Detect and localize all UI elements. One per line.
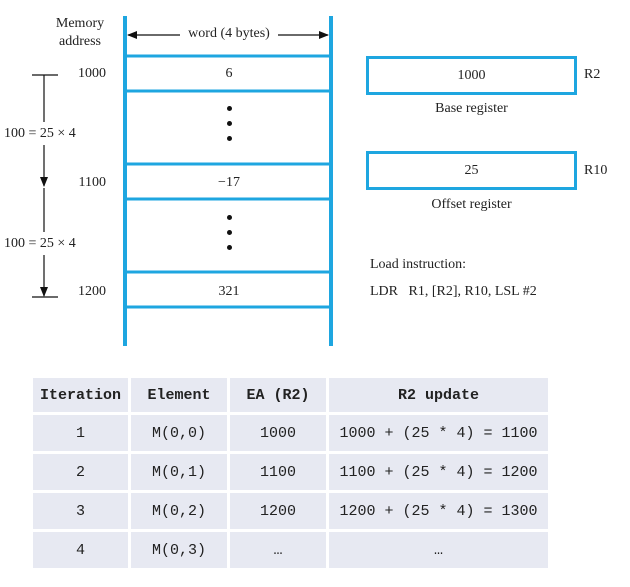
header-element: Element [128, 378, 229, 414]
table-row: 2 M(0,1) 1100 1100 + (25 * 4) = 1200 [33, 451, 548, 492]
cell-r2-update: … [326, 529, 548, 568]
base-register-box: 1000 [366, 56, 577, 95]
table-row: 1 M(0,0) 1000 1000 + (25 * 4) = 1100 [33, 412, 548, 453]
cell-element: M(0,1) [128, 451, 229, 492]
memory-header-line1: Memory [55, 16, 105, 31]
address-1200: 1200 [78, 284, 106, 299]
header-r2-update: R2 update [326, 378, 548, 414]
cell-ea: 1200 [227, 490, 328, 531]
cell-element: M(0,2) [128, 490, 229, 531]
cell-iteration: 1 [33, 412, 130, 453]
memory-diagram [32, 16, 333, 346]
base-register-caption: Base register [435, 101, 508, 116]
memory-cell-value-1200: 321 [218, 284, 240, 299]
offset-register-name: R10 [584, 163, 608, 178]
table-header-row: Iteration Element EA (R2) R2 update [33, 378, 548, 414]
cell-iteration: 2 [33, 451, 130, 492]
table-row: 4 M(0,3) … … [33, 529, 548, 568]
cell-r2-update: 1200 + (25 * 4) = 1300 [326, 490, 548, 531]
spacing-arrow-1 [32, 74, 58, 187]
memory-address-header: Memory address [40, 15, 120, 51]
cell-iteration: 4 [33, 529, 130, 568]
cell-r2-update: 1000 + (25 * 4) = 1100 [326, 412, 548, 453]
header-ea: EA (R2) [227, 378, 328, 414]
address-1100: 1100 [78, 175, 106, 190]
iteration-table: Iteration Element EA (R2) R2 update 1 M(… [33, 378, 548, 568]
memory-cell-value-1100: −17 [218, 175, 240, 190]
table-row: 3 M(0,2) 1200 1200 + (25 * 4) = 1300 [33, 490, 548, 531]
cell-element: M(0,0) [128, 412, 229, 453]
offset-register-value: 25 [464, 162, 479, 178]
cell-ea: 1100 [227, 451, 328, 492]
spacing-arrow-2 [32, 188, 58, 298]
load-instruction-title: Load instruction: [370, 257, 467, 272]
memory-cell-value-1000: 6 [225, 66, 233, 81]
load-instruction-text: LDR R1, [R2], R10, LSL #2 [370, 284, 537, 299]
cell-r2-update: 1100 + (25 * 4) = 1200 [326, 451, 548, 492]
word-width-label: word (4 bytes) [180, 26, 278, 42]
base-register-name: R2 [584, 67, 601, 82]
address-1000: 1000 [78, 66, 106, 81]
cell-element: M(0,3) [128, 529, 229, 568]
spacing-label-1: 100 = 25 × 4 [4, 126, 76, 141]
memory-cell-borders [125, 54, 331, 309]
header-iteration: Iteration [33, 378, 130, 414]
cell-ea: 1000 [227, 412, 328, 453]
cell-ea: … [227, 529, 328, 568]
memory-header-line2: address [59, 34, 101, 49]
spacing-label-2: 100 = 25 × 4 [4, 236, 76, 251]
offset-register-box: 25 [366, 151, 577, 190]
base-register-value: 1000 [457, 67, 486, 83]
offset-register-caption: Offset register [431, 197, 512, 212]
cell-iteration: 3 [33, 490, 130, 531]
